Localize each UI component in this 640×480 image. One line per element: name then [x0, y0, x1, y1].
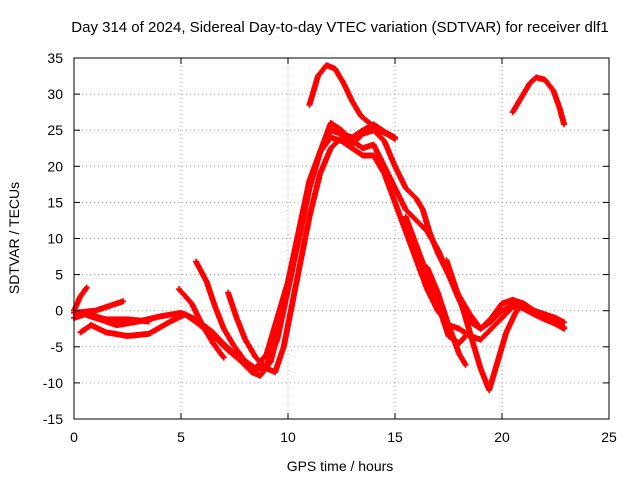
series-trace-e [83, 311, 152, 325]
x-tick-label: 15 [387, 429, 403, 445]
series-trace-j [424, 264, 469, 368]
series-trace-l [306, 62, 398, 142]
y-axis-label: SDTVAR / TECUs [6, 182, 22, 294]
point-markers-trace-f [175, 286, 227, 361]
y-tick-label: -10 [43, 375, 63, 391]
y-tick-label: 15 [47, 194, 63, 210]
point-markers-trace-l [306, 62, 398, 142]
series-trace-k [443, 257, 525, 394]
series-trace-f [175, 286, 227, 361]
y-tick-label: 10 [47, 231, 63, 247]
axis-ticks: 0 5 10 15 20 25 -15 -10 -5 0 5 10 15 20 25 30 35 [43, 50, 617, 445]
point-markers-trace-k [443, 257, 525, 394]
x-tick-label: 20 [494, 429, 510, 445]
x-axis-label: GPS time / hours [287, 458, 394, 474]
y-tick-label: 0 [55, 303, 63, 319]
point-markers-trace-e [83, 311, 152, 325]
x-tick-label: 0 [70, 429, 78, 445]
y-tick-label: -5 [51, 339, 64, 355]
x-tick-label: 25 [601, 429, 617, 445]
point-markers-trace-m [509, 74, 568, 128]
grid-lines [74, 58, 609, 419]
x-tick-label: 5 [177, 429, 185, 445]
y-tick-label: 35 [47, 50, 63, 66]
x-tick-label: 10 [280, 429, 296, 445]
chart-title: Day 314 of 2024, Sidereal Day-to-day VTE… [71, 19, 608, 36]
y-tick-label: -15 [43, 411, 63, 427]
y-tick-label: 25 [47, 122, 63, 138]
y-tick-label: 20 [47, 158, 63, 174]
y-tick-label: 30 [47, 86, 63, 102]
point-markers-trace-j [424, 264, 469, 368]
y-tick-label: 5 [55, 267, 63, 283]
series-trace-m [509, 74, 568, 128]
